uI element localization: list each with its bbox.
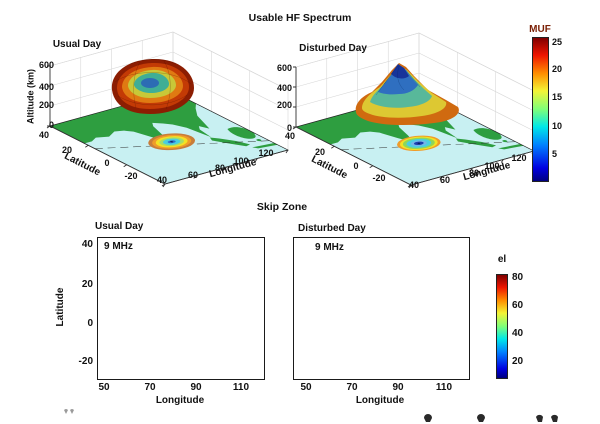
x-tick: 50 [98, 382, 110, 393]
x-tick: 90 [392, 382, 404, 393]
hf-dome-usual [111, 58, 194, 114]
x-tick: 90 [190, 382, 202, 393]
alt-tick: 600 [38, 60, 54, 70]
skip-left-ylabel: Latitude [55, 287, 66, 327]
muf-tick: 10 [552, 121, 563, 131]
muf-tick: 20 [552, 64, 563, 74]
lat-tick: -20 [372, 173, 386, 183]
muf-tick: 15 [552, 92, 563, 102]
el-colorbar-label: el [497, 254, 507, 265]
map-plane-right [295, 92, 535, 186]
hf-usual-day-3d-plot [46, 31, 289, 188]
lon-tick: 80 [214, 163, 225, 173]
hf-disturbed-day-3d-plot [292, 32, 535, 189]
map-plane-left [49, 91, 289, 185]
axes-3d-right [292, 66, 535, 189]
alt-tick: 200 [276, 100, 292, 110]
lon-tick: 60 [187, 170, 198, 180]
muf-colorbar-label: MUF [529, 24, 551, 35]
lat-tick: -20 [124, 171, 138, 181]
el-tick: 60 [512, 300, 524, 311]
lon-tick: 80 [468, 168, 479, 178]
skip-right-annotation: 9 MHz [315, 242, 344, 253]
skip-left-title: Usual Day [95, 221, 144, 232]
x-tick: 110 [435, 382, 453, 393]
lon-tick: 100 [484, 161, 500, 171]
lat-tick: 40 [38, 130, 49, 140]
x-tick: 110 [232, 382, 250, 393]
hf-right-title: Disturbed Day [299, 43, 367, 54]
lon-tick: 120 [511, 153, 527, 163]
lon-tick: 40 [408, 180, 419, 190]
el-tick: 20 [512, 356, 524, 367]
skip-left-annotation: 9 MHz [104, 241, 133, 252]
axes-3d-left [46, 65, 289, 188]
alt-tick: 600 [276, 63, 292, 73]
skip-right-xlabel: Longitude [355, 395, 405, 406]
alt-tick: 0 [48, 120, 54, 130]
el-tick: 80 [512, 272, 524, 283]
lat-tick: 40 [284, 131, 295, 141]
y-tick: 40 [81, 239, 93, 250]
skip-zone-title: Skip Zone [256, 201, 308, 213]
y-tick: -20 [78, 356, 93, 367]
muf-surface-contours-right [397, 135, 441, 152]
muf-tick: 5 [552, 149, 558, 159]
muf-colorbar [532, 37, 549, 182]
lon-tick: 100 [233, 156, 249, 166]
skip-left-xlabel: Longitude [155, 395, 205, 406]
hf-left-title: Usual Day [52, 39, 102, 50]
figure-title: Usable HF Spectrum [248, 12, 352, 24]
alt-tick: 400 [38, 82, 54, 92]
alt-tick: 200 [38, 100, 54, 110]
y-tick: 20 [81, 279, 93, 290]
lat-tick: 0 [353, 161, 359, 171]
skip-left-axes-box [97, 237, 265, 380]
grid-3d-right [295, 32, 535, 151]
lat-tick: 20 [314, 147, 325, 157]
muf-tick: 25 [552, 37, 563, 47]
skip-right-title: Disturbed Day [298, 223, 366, 234]
alt-tick: 400 [276, 83, 292, 93]
cropped-caption-fragments [64, 409, 558, 422]
muf-surface-contours-left [148, 133, 196, 151]
el-colorbar [496, 274, 508, 379]
y-tick: 0 [87, 318, 93, 329]
lat-tick: 0 [104, 158, 110, 168]
lon-tick: 120 [258, 148, 274, 158]
lon-tick: 40 [156, 175, 167, 185]
lon-tick: 60 [439, 175, 450, 185]
x-tick: 50 [300, 382, 312, 393]
x-tick: 70 [144, 382, 156, 393]
x-tick: 70 [346, 382, 358, 393]
lat-tick: 20 [61, 145, 72, 155]
skip-right-axes-box [293, 237, 470, 380]
hf-peak-disturbed [355, 63, 459, 126]
el-tick: 40 [512, 328, 524, 339]
alt-tick: 0 [286, 123, 292, 133]
